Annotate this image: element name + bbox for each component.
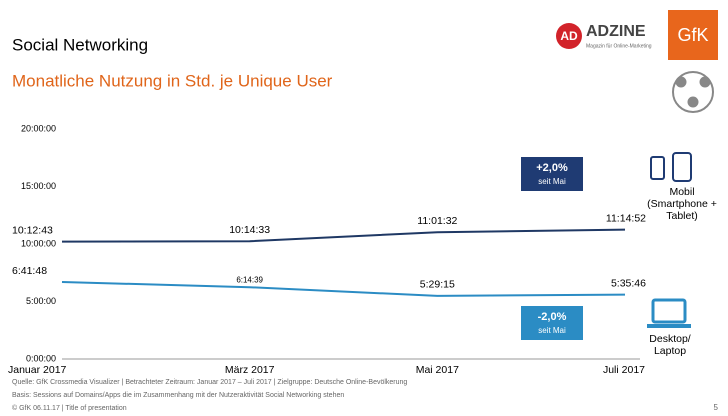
- annotation-text: -2,0%: [538, 311, 567, 323]
- data-label: 5:29:15: [420, 279, 455, 291]
- gfk-logo: [668, 10, 718, 60]
- line: [61, 228, 626, 243]
- data-label: 11:14:52: [606, 212, 646, 224]
- data-label: 10:12:43: [12, 224, 53, 236]
- x-tick-label: Januar 2017: [8, 364, 67, 376]
- page-number: 5: [714, 403, 719, 412]
- x-tick-label: März 2017: [225, 364, 275, 376]
- annotation-box: [521, 306, 583, 340]
- data-label: 10:14:33: [229, 224, 270, 236]
- y-tick-label: 5:00:00: [26, 296, 56, 306]
- legend-desktop: Desktop/ Laptop: [649, 333, 691, 357]
- y-tick-label: 10:00:00: [21, 238, 56, 248]
- source: Quelle: GfK Crossmedia Visualizer | Betr…: [12, 379, 407, 386]
- y-tick-label: 20:00:00: [21, 123, 56, 133]
- phone-icon: [650, 152, 692, 182]
- laptop-icon: [647, 298, 691, 328]
- basis: Basis: Sessions auf Domains/Apps die im …: [12, 392, 344, 399]
- x-tick-label: Juli 2017: [603, 364, 645, 376]
- adzine-tagline: Magazin für Online-Marketing: [586, 43, 652, 49]
- adzine-text: ADZINE: [586, 23, 646, 40]
- legend-mobil: Mobil (Smartphone + Tablet): [647, 186, 717, 222]
- data-label: 11:01:32: [417, 215, 457, 227]
- x-tick-label: Mai 2017: [416, 364, 459, 376]
- gfk-text: GfK: [677, 25, 708, 45]
- copyright: © GfK 06.11.17 | Title of presentation: [12, 404, 127, 412]
- social-icon: [672, 71, 714, 113]
- y-tick-label: 15:00:00: [21, 181, 56, 191]
- y-tick-label: 0:00:00: [26, 353, 56, 363]
- data-label: 6:41:48: [12, 265, 47, 277]
- annotation-subtext: seit Mai: [538, 326, 566, 335]
- line: [61, 280, 626, 297]
- svg-text:AD: AD: [560, 29, 578, 43]
- adzine-logo: AD ADZINE Magazin für Online-Marketing: [556, 23, 652, 49]
- title: Social Networking: [12, 35, 148, 54]
- annotation-box: [521, 157, 583, 191]
- subtitle: Monatliche Nutzung in Std. je Unique Use…: [12, 71, 333, 90]
- annotation-text: +2,0%: [536, 162, 568, 174]
- data-label: 5:35:46: [611, 277, 646, 289]
- annotation-subtext: seit Mai: [538, 177, 566, 186]
- data-label: 6:14:39: [236, 275, 263, 284]
